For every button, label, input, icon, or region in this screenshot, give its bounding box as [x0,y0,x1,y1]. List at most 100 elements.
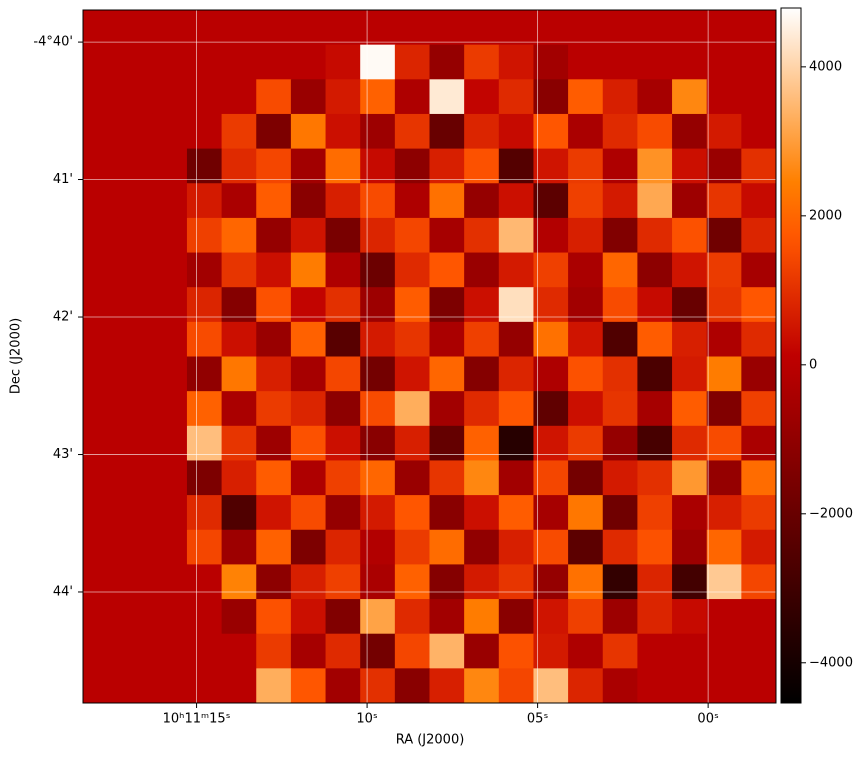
pixel [117,391,153,427]
pixel [602,460,638,496]
pixel [325,668,361,704]
pixel [741,391,777,427]
pixel [221,148,257,184]
pixel [533,425,569,461]
pixel [706,321,742,357]
pixel [568,391,604,427]
pixel [360,148,396,184]
pixel [83,113,119,150]
pixel [672,564,708,600]
pixel [498,425,534,461]
pixel [602,564,638,600]
pixel [186,564,223,600]
pixel [290,356,327,392]
pixel [706,10,742,46]
pixel [429,321,465,357]
pixel [498,321,534,357]
pixel [152,529,188,565]
pixel [706,356,742,392]
pixel [706,599,742,635]
pixel [256,425,292,461]
pixel [741,252,777,288]
pixel [290,148,327,184]
pixel [394,668,430,704]
pixel [498,217,534,254]
pixel [221,391,257,427]
pixel [325,460,361,496]
pixel [117,10,153,46]
pixel [706,425,742,461]
pixel [533,183,569,219]
pixel [83,252,119,288]
pixel [672,356,708,392]
pixel [498,10,534,46]
pixel [290,529,327,565]
pixel [360,113,396,150]
pixel [325,564,361,600]
pixel [152,356,188,392]
pixel [117,321,153,357]
pixel [394,495,430,531]
pixel [741,356,777,392]
pixel [152,10,188,46]
pixel [602,10,638,46]
pixel [221,183,257,219]
pixel [429,113,465,150]
pixel [221,321,257,357]
pixel [83,391,119,427]
pixel [568,668,604,704]
pixel [325,252,361,288]
pixel [117,495,153,531]
pixel [498,460,534,496]
pixel [498,529,534,565]
pixel [602,495,638,531]
pixel [568,10,604,46]
pixel [117,425,153,461]
pixel [152,425,188,461]
pixel [568,183,604,219]
pixel [117,460,153,496]
pixel [83,599,119,635]
pixel [429,44,465,80]
pixel [568,113,604,150]
pixel [706,633,742,669]
pixel [637,460,673,496]
pixel [360,495,396,531]
pixel [117,148,153,184]
pixel [360,564,396,600]
pixel [706,529,742,565]
pixel [360,321,396,357]
pixel [83,321,119,357]
pixel [325,217,361,254]
pixel [256,529,292,565]
pixel [83,529,119,565]
pixel [464,599,500,635]
pixel [533,599,569,635]
pixel [83,44,119,80]
pixel [256,495,292,531]
pixel [464,668,500,704]
pixel [464,460,500,496]
pixel [533,321,569,357]
pixel [83,148,119,184]
pixel [186,252,223,288]
pixel [498,113,534,150]
colorbar-tick-label: −2000 [809,506,853,521]
pixel [221,356,257,392]
pixel [360,44,396,80]
pixel [152,495,188,531]
pixel [637,44,673,80]
pixel [672,148,708,184]
pixel [360,599,396,635]
pixel [637,183,673,219]
pixel [429,564,465,600]
y-tick-label: 42' [53,310,73,325]
pixel [117,529,153,565]
pixel [464,79,500,115]
pixel [706,183,742,219]
pixel [741,44,777,80]
pixel [568,148,604,184]
pixel [152,391,188,427]
pixel [498,495,534,531]
pixel [637,356,673,392]
